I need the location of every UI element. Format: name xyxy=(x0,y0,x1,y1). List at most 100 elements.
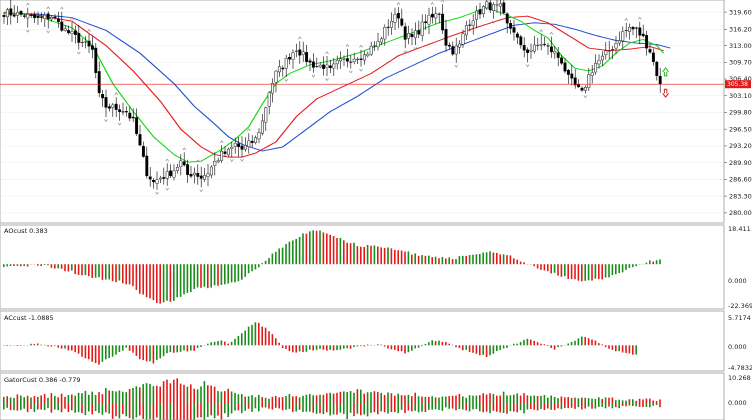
gator-bar xyxy=(111,403,114,419)
ac-tick-zero: 0.000 xyxy=(728,343,747,351)
ao-panel-border xyxy=(0,224,725,310)
ac-bar xyxy=(625,345,627,353)
ao-bar xyxy=(343,240,345,265)
gator-bar xyxy=(346,403,348,420)
gator-bar xyxy=(424,396,427,403)
ao-bar xyxy=(336,238,338,265)
gator-bar xyxy=(227,388,229,403)
ac-bar xyxy=(244,330,246,346)
ac-bar xyxy=(196,345,199,348)
ao-bar xyxy=(74,264,76,275)
ao-bar xyxy=(499,254,501,265)
candle-bear xyxy=(56,18,60,22)
ac-bar xyxy=(475,345,478,354)
ac-bar xyxy=(74,345,76,353)
ao-bar xyxy=(81,264,83,276)
gator-bar xyxy=(33,403,36,413)
ac-bar xyxy=(241,333,243,346)
ao-bar xyxy=(516,259,518,265)
candle-bear xyxy=(250,140,254,143)
fractal-up-marker xyxy=(195,159,200,163)
gator-bar xyxy=(295,403,297,412)
gator-bar xyxy=(625,400,627,403)
gator-bar xyxy=(302,403,304,412)
ao-bar xyxy=(373,245,376,265)
gator-bar xyxy=(244,396,246,403)
candle-bear xyxy=(223,151,227,154)
candle-bull xyxy=(220,151,224,161)
gator-bar xyxy=(237,403,240,411)
ao-bar xyxy=(251,264,253,272)
ac-bar xyxy=(383,345,386,347)
price-tick-label: 299.80 xyxy=(729,109,752,117)
gator-bar xyxy=(203,381,206,403)
candle-bull xyxy=(342,58,346,60)
candle-bear xyxy=(281,67,285,70)
gator-bar xyxy=(152,403,155,420)
candle-bear xyxy=(104,97,108,108)
ao-bar xyxy=(152,264,155,301)
ao-bar xyxy=(20,264,22,267)
gator-bar xyxy=(455,395,457,403)
ao-bar xyxy=(608,264,610,278)
fractal-down-marker xyxy=(25,29,30,33)
ao-bar xyxy=(196,264,199,288)
ao-bar xyxy=(200,264,202,288)
candle-bull xyxy=(481,6,485,14)
gator-bar xyxy=(513,403,515,412)
gator-bar xyxy=(3,403,5,410)
gator-bar xyxy=(319,394,321,403)
ao-bar xyxy=(598,264,600,280)
gator-bar xyxy=(173,379,175,403)
gator-bar xyxy=(94,403,97,412)
candle-bull xyxy=(352,58,356,62)
ac-bar xyxy=(496,345,498,352)
ac-bar xyxy=(101,345,104,362)
ac-bar xyxy=(20,345,22,346)
ac-bar xyxy=(587,338,590,346)
candle-bear xyxy=(515,33,519,38)
fractal-up-marker xyxy=(637,16,642,20)
candle-bull xyxy=(209,166,213,176)
ao-bar xyxy=(428,255,430,265)
gator-bar xyxy=(292,396,294,403)
gator-bar xyxy=(441,403,444,411)
candle-bull xyxy=(165,171,169,179)
gator-bar xyxy=(428,396,430,403)
ao-bar xyxy=(363,246,365,265)
price-tick-label: 293.20 xyxy=(729,142,752,150)
candle-bear xyxy=(417,30,421,35)
gator-bar xyxy=(152,386,155,403)
gator-bar xyxy=(98,403,100,414)
candle-bear xyxy=(580,87,584,91)
gator-bar xyxy=(16,403,19,411)
ac-bar xyxy=(360,345,362,347)
fractal-down-marker xyxy=(325,78,329,82)
ac-bar xyxy=(292,345,294,353)
gator-bar xyxy=(101,403,104,415)
gator-bar xyxy=(54,395,56,403)
candle-bear xyxy=(447,44,451,47)
gator-bar xyxy=(594,403,597,409)
gator-bar xyxy=(434,403,437,410)
gator-bar xyxy=(285,403,287,410)
candle-bear xyxy=(655,61,659,77)
ao-bar xyxy=(411,254,413,265)
gator-bar xyxy=(390,403,393,413)
gator-bar xyxy=(268,403,270,409)
candle-bull xyxy=(434,13,438,19)
ao-tick-top: 18.411 xyxy=(728,225,751,233)
candle-bear xyxy=(451,46,455,55)
gator-bar xyxy=(173,403,175,420)
ac-bar xyxy=(200,345,202,347)
ac-bar xyxy=(329,345,331,350)
gator-bar xyxy=(407,403,410,411)
candle-bull xyxy=(339,58,343,62)
candle-bear xyxy=(478,9,482,15)
gator-bar xyxy=(557,403,559,409)
gator-bar xyxy=(591,403,593,409)
gator-bar xyxy=(482,393,484,403)
price-tick-label: 289.90 xyxy=(729,159,752,167)
gator-bar xyxy=(434,397,437,403)
